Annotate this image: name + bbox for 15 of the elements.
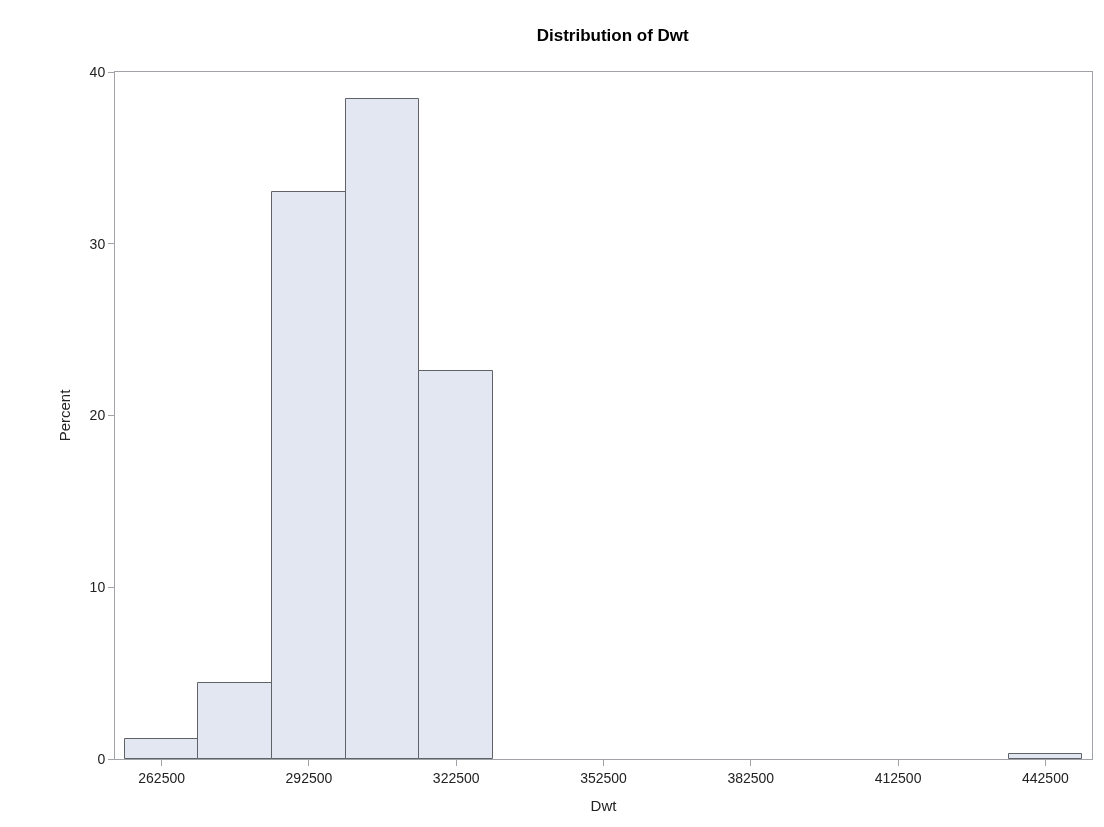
x-tick-label: 352500 xyxy=(580,769,628,786)
x-tick-label: 292500 xyxy=(285,769,333,786)
y-tick-label: 30 xyxy=(89,235,106,252)
chart-title: Distribution of Dwt xyxy=(536,25,690,45)
x-axis-title: Dwt xyxy=(590,796,618,814)
x-tick-label: 322500 xyxy=(432,769,480,786)
x-tick-label: 262500 xyxy=(138,769,186,786)
y-axis-title: Percent xyxy=(55,388,73,442)
y-tick-label: 20 xyxy=(89,407,106,424)
y-tick-label: 0 xyxy=(97,750,106,767)
y-tick-label: 10 xyxy=(89,579,106,596)
x-tick-label: 382500 xyxy=(727,769,775,786)
x-tick-label: 442500 xyxy=(1022,769,1069,786)
x-tick-label: 412500 xyxy=(874,769,922,786)
y-tick-label: 40 xyxy=(89,63,106,80)
